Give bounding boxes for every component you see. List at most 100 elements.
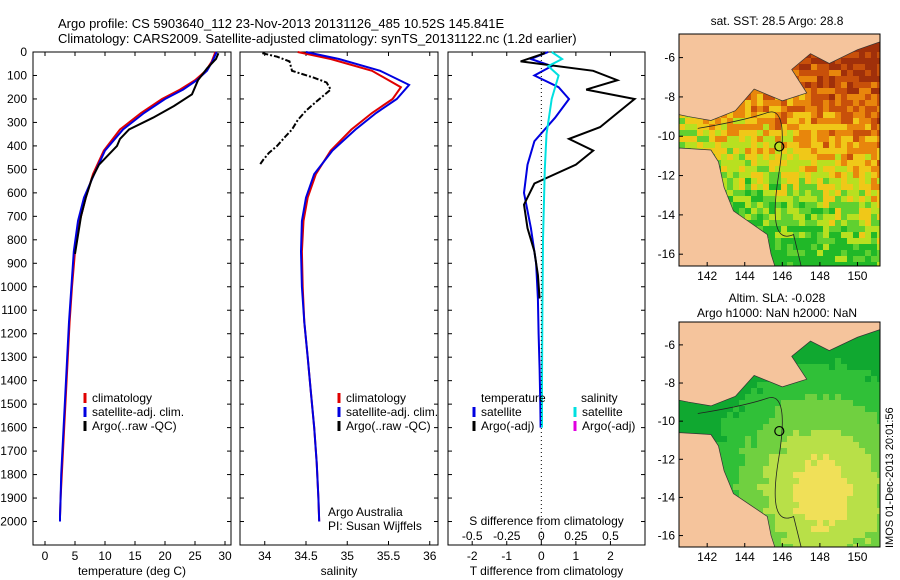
map-cell	[871, 220, 877, 226]
map-cell	[811, 88, 817, 94]
map-cell	[823, 184, 829, 190]
map-cell	[823, 412, 829, 418]
map-cell	[835, 418, 841, 424]
map-cell	[787, 520, 793, 526]
map-cell	[871, 46, 877, 52]
map-cell	[859, 382, 865, 388]
map-cell	[799, 526, 805, 532]
map-cell	[871, 76, 877, 82]
map-cell	[685, 124, 691, 130]
map-cell	[829, 412, 835, 418]
map-cell	[805, 142, 811, 148]
map-cell	[751, 406, 757, 412]
temperature-legend-label: climatology	[92, 391, 152, 405]
map-cell	[745, 202, 751, 208]
map-cell	[877, 250, 880, 256]
map-cell	[793, 418, 799, 424]
map-cell	[853, 106, 859, 112]
map-cell	[859, 448, 865, 454]
map-cell	[823, 160, 829, 166]
map-cell	[877, 382, 880, 388]
map-cell	[727, 412, 733, 418]
map-cell	[745, 106, 751, 112]
map-cell	[823, 370, 829, 376]
map-cell	[757, 394, 763, 400]
map-x-tick-label: 142	[697, 550, 717, 564]
map-cell	[871, 358, 877, 364]
map-cell	[727, 130, 733, 136]
map-cell	[823, 424, 829, 430]
x-tick-label: 15	[128, 549, 142, 563]
map-cell	[865, 238, 871, 244]
map-cell	[847, 340, 853, 346]
map-cell	[787, 190, 793, 196]
map-cell	[799, 262, 805, 266]
map-cell	[775, 526, 781, 532]
map-cell	[823, 142, 829, 148]
map-cell	[805, 172, 811, 178]
map-y-tick-label: -14	[658, 208, 676, 222]
map-cell	[781, 130, 787, 136]
map-cell	[859, 202, 865, 208]
map-cell	[871, 250, 877, 256]
map-cell	[799, 382, 805, 388]
map-cell	[835, 400, 841, 406]
map-cell	[733, 124, 739, 130]
map-cell	[877, 466, 880, 472]
map-cell	[835, 124, 841, 130]
map-cell	[691, 142, 697, 148]
map-cell	[865, 166, 871, 172]
map-cell	[871, 460, 877, 466]
map-cell	[829, 388, 835, 394]
map-cell	[841, 370, 847, 376]
map-cell	[835, 136, 841, 142]
map-y-tick-label: -12	[658, 452, 676, 466]
map-cell	[859, 394, 865, 400]
map-cell	[775, 232, 781, 238]
map-cell	[805, 232, 811, 238]
map-cell	[847, 76, 853, 82]
map-cell	[871, 436, 877, 442]
map-cell	[841, 232, 847, 238]
map-cell	[799, 220, 805, 226]
map-cell	[871, 430, 877, 436]
map-cell	[787, 532, 793, 538]
map-cell	[835, 364, 841, 370]
map-cell	[763, 394, 769, 400]
x-tick-label: 34.5	[294, 549, 318, 563]
map-cell	[865, 388, 871, 394]
map-cell	[799, 442, 805, 448]
map-cell	[853, 532, 859, 538]
map-cell	[769, 430, 775, 436]
map-cell	[745, 136, 751, 142]
map-cell	[805, 106, 811, 112]
map-cell	[829, 64, 835, 70]
map-cell	[781, 454, 787, 460]
map-cell	[793, 70, 799, 76]
map-cell	[877, 142, 880, 148]
map-cell	[721, 130, 727, 136]
map-cell	[769, 424, 775, 430]
map-cell	[835, 196, 841, 202]
map-cell	[799, 214, 805, 220]
map-cell	[769, 484, 775, 490]
map-cell	[805, 478, 811, 484]
map-x-tick-label: 144	[735, 550, 755, 564]
map-cell	[841, 436, 847, 442]
map-cell	[769, 142, 775, 148]
map-cell	[877, 400, 880, 406]
map-cell	[727, 142, 733, 148]
map-cell	[835, 130, 841, 136]
map-cell	[847, 382, 853, 388]
map-cell	[811, 532, 817, 538]
map-cell	[727, 460, 733, 466]
map-cell	[799, 226, 805, 232]
map-cell	[685, 424, 691, 430]
map-cell	[823, 538, 829, 544]
map-cell	[805, 82, 811, 88]
map-cell	[811, 382, 817, 388]
map-cell	[757, 430, 763, 436]
map-cell	[859, 484, 865, 490]
map-cell	[739, 130, 745, 136]
map-cell	[799, 484, 805, 490]
